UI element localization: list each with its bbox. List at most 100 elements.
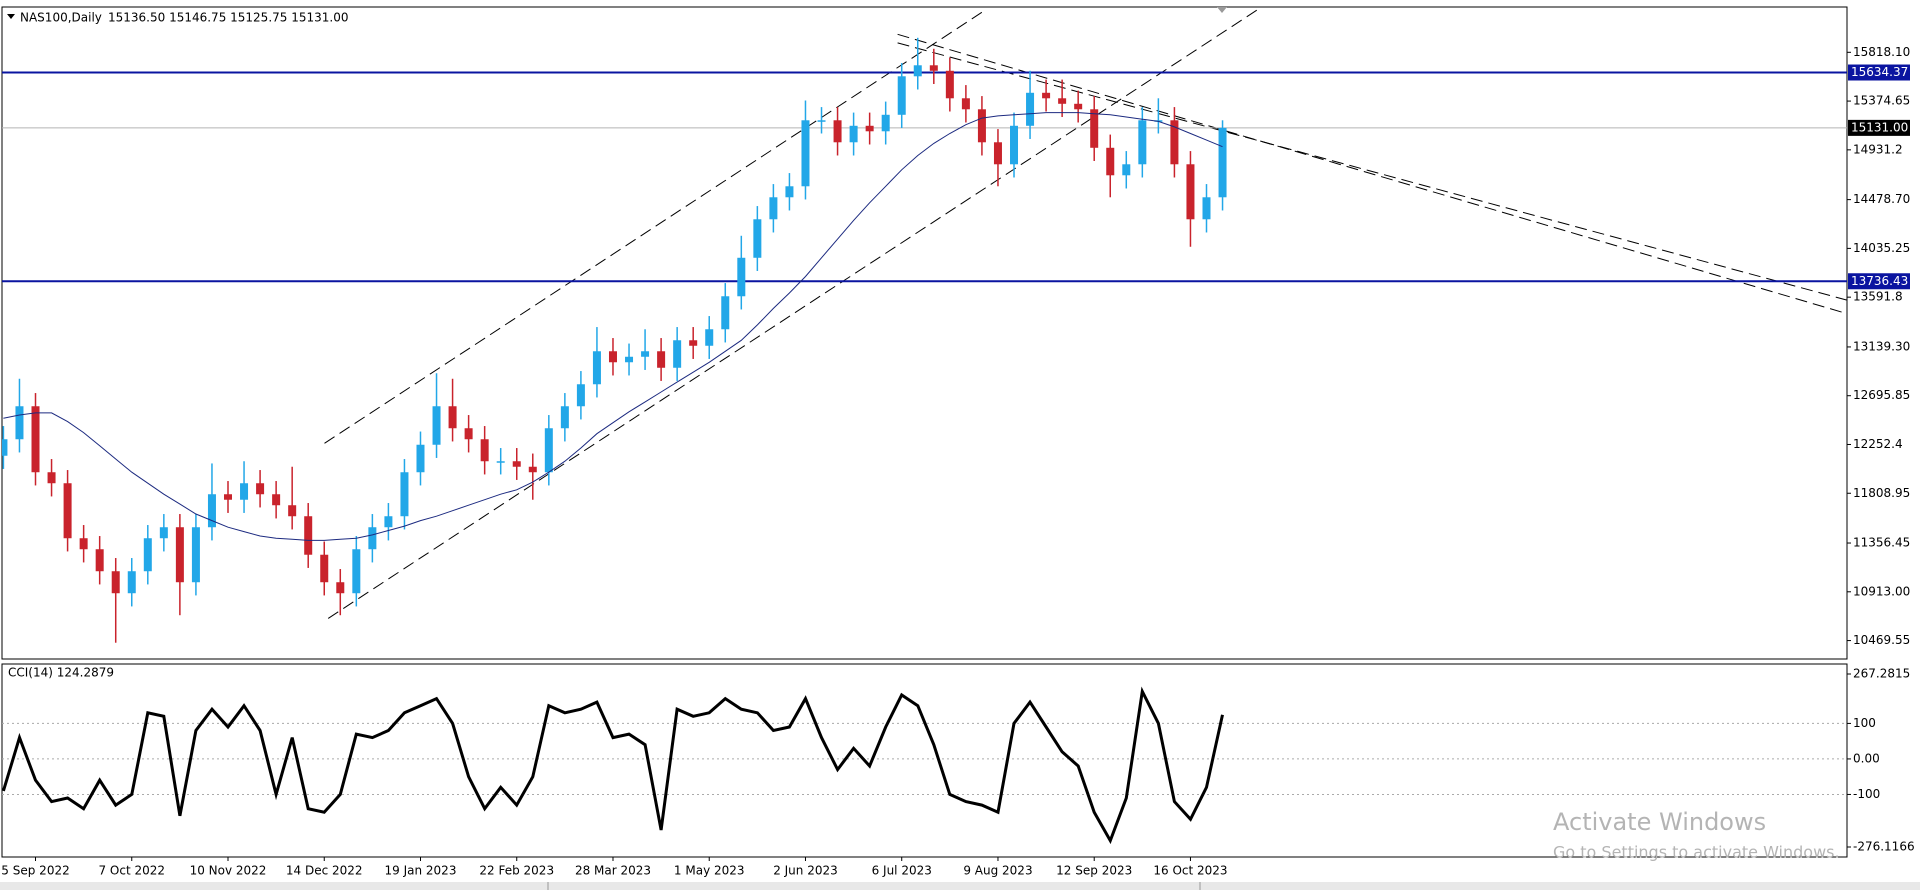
channel-upper <box>324 9 986 444</box>
candle-body <box>721 296 730 330</box>
candle-body <box>288 505 297 517</box>
x-tick-label: 12 Sep 2023 <box>1056 864 1132 878</box>
y-tick-label: 13591.8 <box>1853 290 1903 304</box>
candle-body <box>143 538 152 572</box>
y-tick-label: 13139.30 <box>1853 339 1910 353</box>
candle-body <box>737 257 746 297</box>
level-label-box <box>1848 273 1910 290</box>
x-tick-label: 14 Dec 2022 <box>286 864 363 878</box>
candle-body <box>111 571 120 594</box>
candle-body <box>1090 109 1099 148</box>
candle-body <box>95 549 104 572</box>
candle-body <box>769 197 778 220</box>
cci-panel-frame <box>1 663 1848 858</box>
candle-body <box>1058 98 1067 104</box>
channel-lower <box>327 7 1262 619</box>
candle-body <box>673 340 682 368</box>
y-tick-label: 0.00 <box>1853 751 1880 765</box>
candle-body <box>512 461 521 467</box>
candle-body <box>400 472 409 517</box>
candle-body <box>560 406 569 429</box>
candle-body <box>464 428 473 440</box>
candle-body <box>47 472 56 484</box>
candle-body <box>352 549 361 594</box>
candle-body <box>544 428 553 473</box>
candle-body <box>833 120 842 143</box>
candle-body <box>224 494 233 500</box>
candle-body <box>15 406 24 440</box>
x-tick-label: 2 Jun 2023 <box>773 864 838 878</box>
candle-body <box>801 120 810 187</box>
candle-body <box>496 461 505 463</box>
candle-body <box>191 527 200 583</box>
y-tick-label: 11356.45 <box>1853 536 1910 550</box>
candle-body <box>336 582 345 594</box>
y-tick-label: 11808.95 <box>1853 486 1910 500</box>
level-label-box <box>1848 64 1910 81</box>
candle-body <box>576 384 585 407</box>
candle-body <box>705 329 714 346</box>
candle-body <box>865 125 874 132</box>
moving-average <box>3 112 1223 541</box>
candle-body <box>929 65 938 71</box>
candle-body <box>432 406 441 445</box>
x-tick-label: 7 Oct 2022 <box>98 864 165 878</box>
candle-body <box>1042 92 1051 99</box>
candle-body <box>416 444 425 473</box>
candle-body <box>641 351 650 357</box>
candle-body <box>207 494 216 528</box>
candle-body <box>913 65 922 77</box>
candle-body <box>897 76 906 115</box>
candle-body <box>272 494 281 506</box>
level-label: 15634.37 <box>1851 65 1908 79</box>
candle-body <box>785 186 794 198</box>
candle-body <box>817 120 826 122</box>
candle-body <box>528 466 537 473</box>
candle-body <box>1186 164 1195 220</box>
descending-line <box>897 42 1847 301</box>
candle-body <box>1122 164 1131 176</box>
y-tick-label: 14035.25 <box>1853 241 1910 255</box>
menu-arrow <box>7 14 15 19</box>
candle-body <box>304 516 313 555</box>
x-tick-label: 9 Aug 2023 <box>963 864 1032 878</box>
y-tick-label: 12252.4 <box>1853 437 1903 451</box>
candle-body <box>2 439 8 456</box>
candle-body <box>608 351 617 363</box>
candle-body <box>625 356 634 363</box>
tab-bar[interactable] <box>0 882 1920 890</box>
x-tick-label: 1 May 2023 <box>674 864 745 878</box>
x-tick-label: 6 Jul 2023 <box>872 864 932 878</box>
candle-body <box>993 142 1002 165</box>
x-tick-label: 16 Oct 2023 <box>1153 864 1227 878</box>
candle-body <box>753 219 762 258</box>
y-tick-label: 14931.2 <box>1853 142 1903 156</box>
trendlines <box>324 7 1847 619</box>
candle-body <box>480 439 489 462</box>
candle-body <box>384 516 393 528</box>
candle-body <box>240 483 249 500</box>
y-tick-label: 15374.65 <box>1853 94 1910 108</box>
y-tick-label: 15818.10 <box>1853 45 1910 59</box>
x-tick-label: 22 Feb 2023 <box>479 864 554 878</box>
candle-body <box>31 406 40 473</box>
y-tick-label: 14478.70 <box>1853 192 1910 206</box>
candle-body <box>1138 120 1147 165</box>
candle-body <box>1010 125 1019 165</box>
watermark-title: Activate Windows <box>1553 808 1766 836</box>
candle-body <box>961 98 970 110</box>
candle-body <box>127 571 136 594</box>
candle-body <box>1218 127 1227 198</box>
cci-title: CCI(14) 124.2879 <box>8 666 114 680</box>
candle-body <box>657 351 666 368</box>
x-tick-label: 5 Sep 2022 <box>1 864 69 878</box>
y-tick-label: 10913.00 <box>1853 584 1910 598</box>
candle-body <box>689 340 698 346</box>
current-price-box <box>1848 119 1910 136</box>
descending-line <box>897 33 1847 314</box>
candle-body <box>79 538 88 550</box>
y-tick-label: 12695.85 <box>1853 388 1910 402</box>
